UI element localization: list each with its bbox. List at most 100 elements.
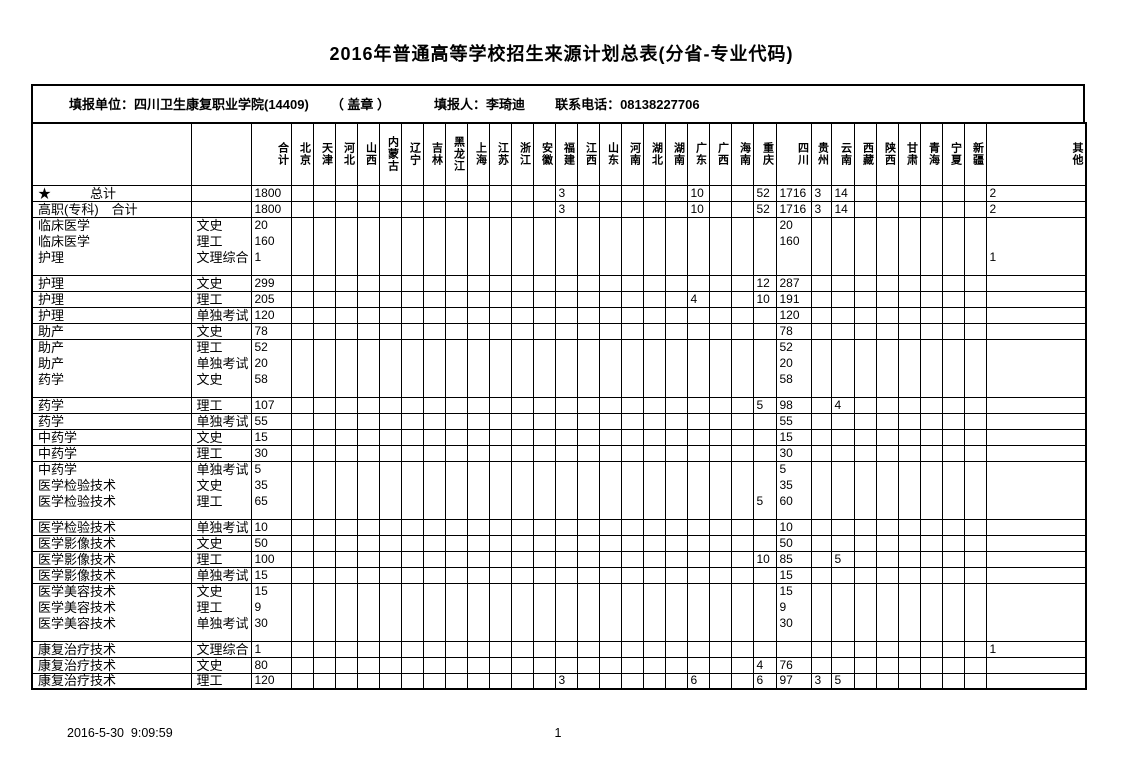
category-cell: 理工 [190,291,252,307]
value-cell-guangdong [686,493,710,519]
value-cell-qita: 2 [985,185,1087,201]
value-cell-zhejiang [510,461,534,477]
value-cell-zhejiang [510,429,534,445]
value-cell-zhejiang [510,493,534,519]
value-cell-total: 15 [250,567,292,583]
category-cell: 单独考试 [190,615,252,641]
value-cell-qinghai [919,275,943,291]
row-group: 护理 文史 299 12 287 [31,275,1087,291]
value-cell-heilongjiang [444,615,468,641]
value-cell-henan [620,445,644,461]
value-cell-neimenggu [378,461,402,477]
value-cell-guizhou [810,551,832,567]
value-cell-heilongjiang [444,323,468,339]
value-cell-hainan [730,275,754,291]
value-cell-fujian [554,535,578,551]
value-cell-sichuan: 85 [775,551,812,567]
value-cell-ningxia [941,493,965,519]
value-cell-sichuan: 15 [775,567,812,583]
value-cell-qita [985,599,1087,615]
value-cell-sichuan: 35 [775,477,812,493]
value-cell-hebei [334,201,358,217]
row-group: 医学影像技术 单独考试 15 15 [31,567,1087,583]
value-cell-zhejiang [510,371,534,397]
value-cell-jiangxi [576,477,600,493]
value-cell-shanghai [466,519,490,535]
value-cell-xizang [853,291,877,307]
col-header-qinghai: 青海 [919,123,943,185]
value-cell-shanghai [466,233,490,249]
value-cell-shanghai [466,307,490,323]
value-cell-ningxia [941,233,965,249]
value-cell-hubei [642,641,666,657]
page-number: 1 [554,726,562,740]
value-cell-liaoning [400,615,424,641]
value-cell-shanghai [466,657,490,673]
value-cell-chongqing: 6 [752,673,777,689]
value-cell-qinghai [919,461,943,477]
value-cell-liaoning [400,673,424,689]
value-cell-gansu [897,249,921,275]
col-header-liaoning: 辽宁 [400,123,424,185]
value-cell-qinghai [919,371,943,397]
value-cell-jiangsu [488,567,512,583]
value-cell-heilongjiang [444,185,468,201]
value-cell-sichuan [775,641,812,657]
value-cell-zhejiang [510,233,534,249]
value-cell-sichuan: 1716 [775,185,812,201]
value-cell-anhui [532,413,556,429]
value-cell-shandong [598,185,622,201]
value-cell-beijing [290,397,314,413]
value-cell-chongqing: 12 [752,275,777,291]
value-cell-guangxi [708,429,732,445]
value-cell-liaoning [400,413,424,429]
value-cell-shaanxi [875,519,899,535]
value-cell-guangdong [686,339,710,355]
value-cell-guangdong [686,397,710,413]
value-cell-guangxi [708,519,732,535]
value-cell-shaanxi [875,201,899,217]
table-row: 中药学 文史 15 15 [31,429,1087,445]
value-cell-xinjiang [963,397,987,413]
value-cell-hunan [664,477,688,493]
table-row: 护理 单独考试 120 120 [31,307,1087,323]
value-cell-shanghai [466,461,490,477]
value-cell-jiangsu [488,371,512,397]
value-cell-guangdong [686,657,710,673]
major-cell: 临床医学 [31,233,192,249]
value-cell-shaanxi [875,615,899,641]
category-cell [190,201,252,217]
value-cell-ningxia [941,413,965,429]
value-cell-ningxia [941,641,965,657]
value-cell-sichuan: 20 [775,355,812,371]
table-row: 助产 文史 78 78 [31,323,1087,339]
value-cell-henan [620,535,644,551]
value-cell-hebei [334,355,358,371]
value-cell-chongqing [752,339,777,355]
value-cell-chongqing [752,567,777,583]
value-cell-shaanxi [875,477,899,493]
table-row: 药学 理工 107 5 98 4 [31,397,1087,413]
category-cell: 理工 [190,551,252,567]
value-cell-fujian [554,567,578,583]
value-cell-xinjiang [963,249,987,275]
value-cell-shanxi [356,249,380,275]
col-header-chongqing: 重庆 [752,123,777,185]
value-cell-chongqing [752,429,777,445]
value-cell-guangxi [708,583,732,599]
value-cell-sichuan: 55 [775,413,812,429]
value-cell-xizang [853,371,877,397]
value-cell-hainan [730,233,754,249]
category-cell: 文理综合 [190,641,252,657]
value-cell-hainan [730,567,754,583]
value-cell-hebei [334,583,358,599]
value-cell-fujian [554,599,578,615]
value-cell-guangdong [686,519,710,535]
value-cell-jilin [422,583,446,599]
category-cell: 文史 [190,583,252,599]
value-cell-zhejiang [510,657,534,673]
value-cell-tianjin [312,275,336,291]
value-cell-jiangsu [488,397,512,413]
value-cell-shandong [598,461,622,477]
col-header-neimenggu: 内蒙古 [378,123,402,185]
